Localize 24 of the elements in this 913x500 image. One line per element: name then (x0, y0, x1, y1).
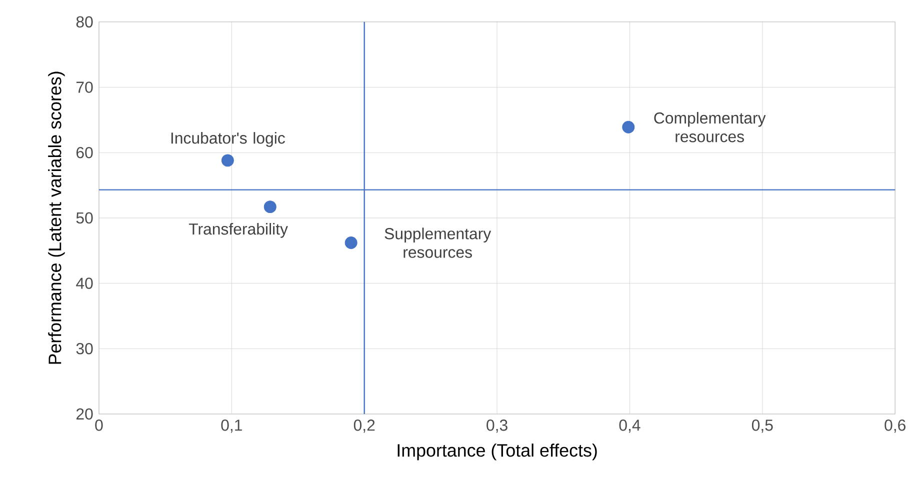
y-tick-label: 40 (76, 278, 93, 290)
x-tick-label: 0,6 (884, 420, 906, 433)
x-tick-label: 0,1 (221, 420, 242, 433)
x-tick-label: 0,4 (619, 420, 640, 433)
x-tick-label: 0,3 (486, 420, 508, 433)
point (264, 200, 276, 214)
x-tick-label: 0,5 (752, 420, 773, 433)
y-tick-label: 70 (76, 82, 93, 94)
annotation: Supplementary resources (384, 228, 492, 258)
y-tick-label: 60 (76, 147, 93, 158)
y-axis-title: Performance (Latent variable scores) (48, 72, 65, 364)
point (221, 154, 234, 167)
y-tick-label: 50 (76, 212, 93, 224)
annotation: Transferability (188, 223, 288, 238)
y-tick-label: 80 (76, 16, 93, 28)
point (622, 121, 635, 134)
point (344, 236, 358, 250)
y-tick-label: 20 (76, 408, 93, 420)
annotation: Incubator's logic (171, 132, 285, 148)
annotation: Complementary resources (654, 112, 766, 142)
x-axis-title: Importance (Total effects) (398, 444, 597, 461)
x-tick-label: 0,2 (354, 420, 375, 433)
x-tick-label: 0 (95, 420, 103, 432)
y-tick-label: 30 (76, 343, 93, 354)
